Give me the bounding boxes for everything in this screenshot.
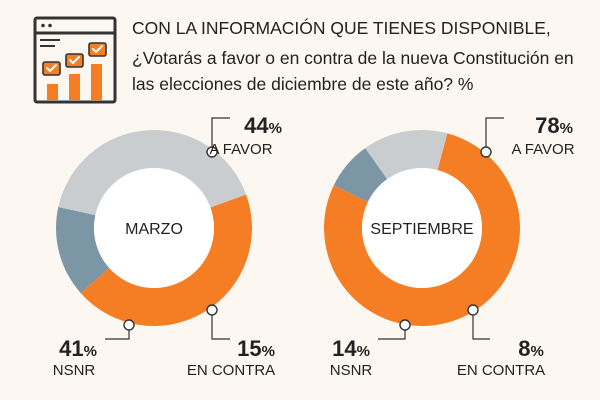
- center-label: SEPTIEMBRE: [370, 221, 473, 238]
- slice-contra: [56, 206, 110, 294]
- donut-chart-1: MARZO 44% A FAVOR 15%EN CONTRA 41%NSNR: [53, 113, 282, 379]
- header-line-1: CON LA INFORMACIÓN QUE TIENES DISPONIBLE…: [132, 17, 551, 38]
- leader-dot: [206, 146, 218, 158]
- category-label: EN CONTRA: [457, 362, 545, 379]
- value-label: 44%: [244, 113, 282, 138]
- slice-label-nsnr: 41%NSNR: [53, 319, 135, 379]
- header-line-3: las elecciones de diciembre de este año?…: [132, 74, 473, 94]
- leader-line: [485, 117, 504, 152]
- leader-dot: [123, 319, 135, 331]
- slice-nsnr: [365, 130, 448, 180]
- center-label: MARZO: [125, 221, 183, 238]
- slice-label-favor: 44% A FAVOR: [206, 113, 282, 158]
- leader-line: [472, 310, 490, 340]
- donut-chart-2: SEPTIEMBRE 78% A FAVOR 8%EN CONTRA 14%NSNR: [324, 113, 575, 379]
- value-label: 8%: [518, 336, 544, 361]
- value-label: 78%: [535, 113, 573, 138]
- slice-nsnr: [58, 130, 247, 216]
- leader-line: [211, 117, 230, 152]
- leader-dot: [206, 304, 218, 316]
- category-label: A FAVOR: [511, 141, 574, 158]
- donut-hole: [94, 168, 214, 288]
- category-label: EN CONTRA: [187, 362, 275, 379]
- slice-label-contra: 8%EN CONTRA: [457, 304, 545, 379]
- slice-contra: [333, 148, 388, 202]
- slice-favor: [80, 194, 252, 326]
- header-line-2: ¿Votarás a favor o en contra de la nueva…: [132, 48, 574, 68]
- slice-favor: [324, 133, 520, 326]
- survey-chart-icon: [33, 16, 117, 104]
- category-label: NSNR: [330, 362, 373, 379]
- value-label: 14%: [332, 336, 370, 361]
- value-label: 15%: [237, 336, 275, 361]
- category-label: A FAVOR: [209, 141, 272, 158]
- leader-line: [211, 310, 230, 340]
- leader-dot: [467, 304, 479, 316]
- slice-label-contra: 15%EN CONTRA: [187, 304, 275, 379]
- leader-dot: [399, 319, 411, 331]
- donut-hole: [362, 168, 482, 288]
- slice-label-favor: 78% A FAVOR: [480, 113, 575, 158]
- value-label: 41%: [59, 336, 97, 361]
- category-label: NSNR: [53, 362, 96, 379]
- slice-label-nsnr: 14%NSNR: [330, 319, 411, 379]
- leader-dot: [480, 146, 492, 158]
